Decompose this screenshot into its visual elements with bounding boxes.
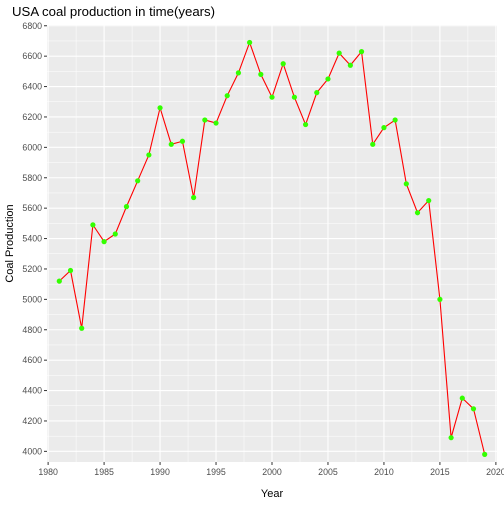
x-axis-title: Year [261,488,284,500]
data-point [258,71,264,77]
data-point [426,197,432,204]
data-point [179,138,186,144]
series-coal-production [56,39,488,457]
x-tick-label: 1985 [94,467,114,477]
data-point [358,49,365,55]
x-tick-label: 1995 [206,467,226,477]
grid-major [47,25,497,462]
data-point [370,141,376,147]
data-point [291,94,297,100]
data-point [459,395,465,401]
y-tick-label: 5200 [22,264,42,274]
data-point [403,181,409,187]
x-tick-label: 2000 [262,467,282,477]
data-point [90,222,96,228]
data-point [224,93,230,99]
x-tick-label: 2020 [486,467,504,477]
data-point [314,90,320,96]
x-axis: 1980 1985 1990 1995 2000 2005 2010 2015 2020 [38,462,504,477]
data-point [79,325,85,331]
y-tick-label: 4000 [22,446,42,456]
y-tick-label: 4800 [22,325,42,335]
data-point [56,278,62,284]
y-tick-label: 6600 [22,51,42,61]
data-point [470,406,477,412]
data-point [67,267,74,274]
data-point [112,231,118,237]
y-axis-title: Coal Production [4,204,16,282]
x-tick-label: 2010 [374,467,394,477]
data-point [235,70,242,76]
data-point [168,141,174,147]
y-tick-label: 4600 [22,355,42,365]
data-point [247,39,253,46]
y-tick-label: 6800 [22,21,42,31]
data-point [157,105,163,111]
data-point [302,121,309,128]
y-tick-label: 6400 [22,82,42,92]
data-point [123,204,130,210]
x-tick-label: 2015 [430,467,450,477]
data-point [191,194,197,201]
data-point [482,451,488,457]
data-point [448,435,454,441]
data-point [381,125,387,131]
y-tick-label: 5600 [22,203,42,213]
x-tick-label: 1980 [38,467,58,477]
data-point [437,296,443,302]
data-point [135,178,141,184]
chart-title: USA coal production in time(years) [12,4,215,19]
data-point [202,117,208,123]
data-point [347,62,353,68]
y-tick-label: 4400 [22,386,42,396]
x-tick-label: 2005 [318,467,338,477]
data-point [392,117,398,123]
data-point [325,76,331,82]
y-tick-label: 6000 [22,142,42,152]
data-point [146,152,152,158]
y-tick-label: 6200 [22,112,42,122]
x-tick-label: 1990 [150,467,170,477]
data-point [336,50,342,56]
y-tick-label: 5400 [22,234,42,244]
data-point [101,239,107,245]
y-tick-label: 4200 [22,416,42,426]
y-tick-label: 5000 [22,294,42,304]
y-axis: 4000 4200 4400 4600 4800 5000 5200 5400 5600 5800… [22,21,47,456]
data-point [414,210,421,216]
data-point [213,120,219,126]
data-point [269,94,275,100]
y-tick-label: 5800 [22,173,42,183]
data-point [280,61,286,67]
